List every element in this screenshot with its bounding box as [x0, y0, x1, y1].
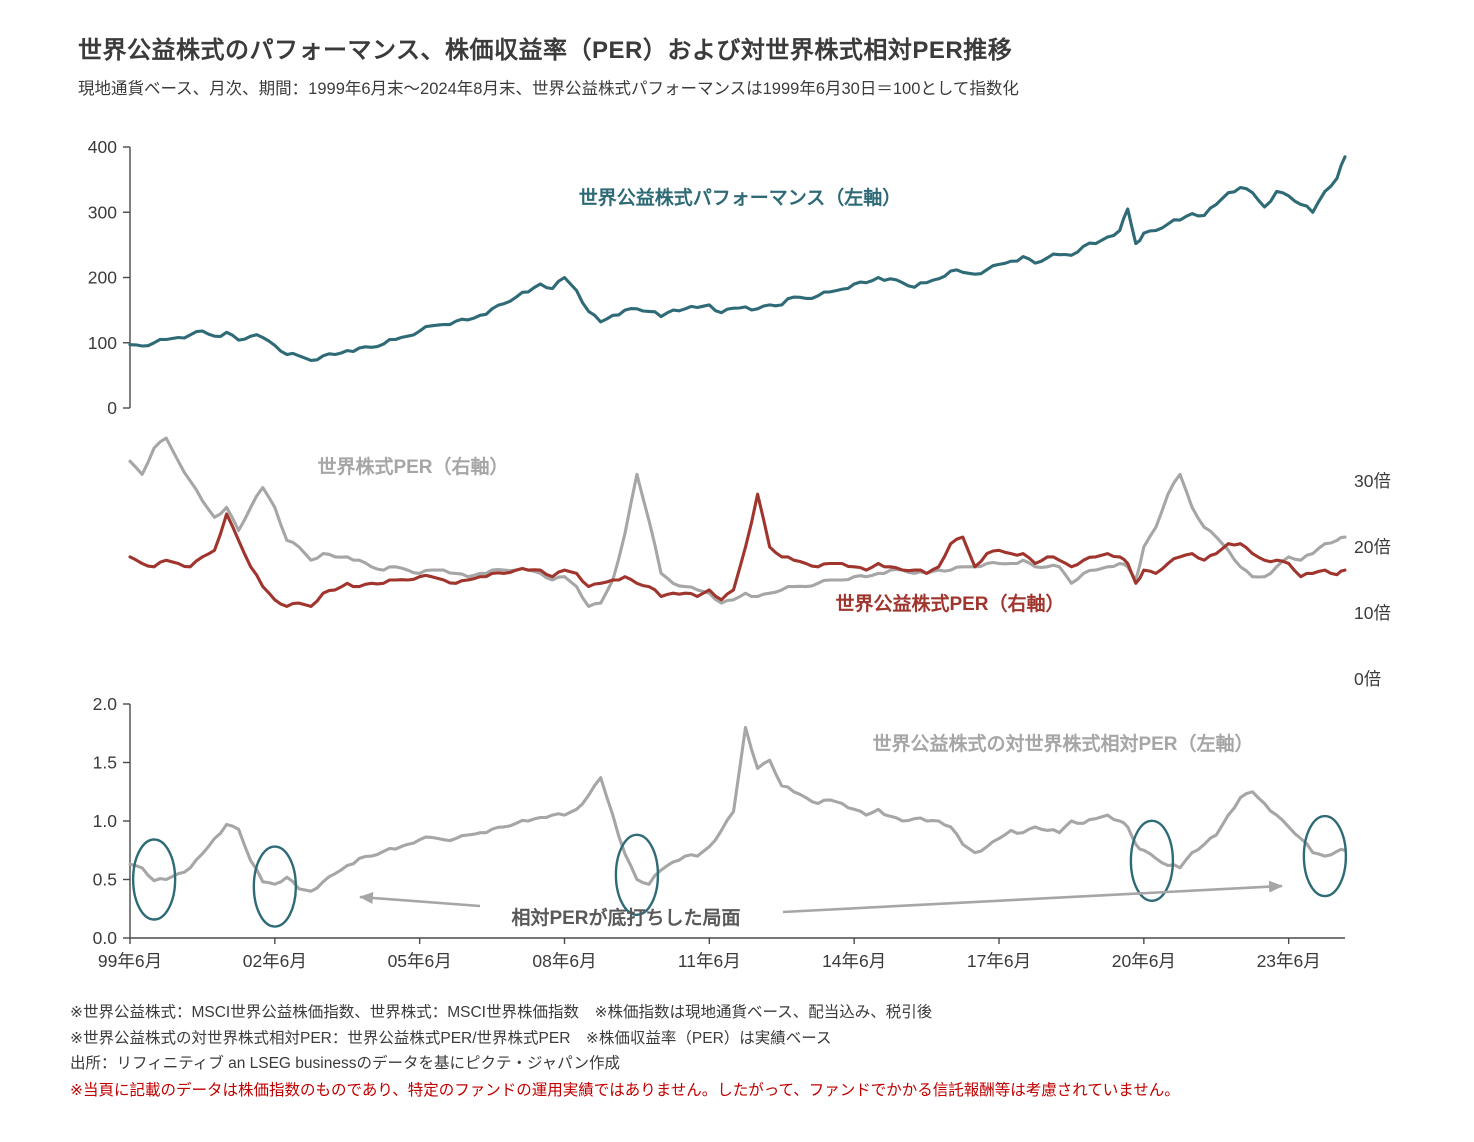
world-per-series-label: 世界株式PER（右軸） — [317, 457, 509, 478]
y-tick-label: 100 — [88, 333, 117, 353]
x-tick-label: 05年6月 — [388, 951, 452, 971]
x-tick-label: 14年6月 — [822, 951, 886, 971]
footnote-disclaimer: ※当頁に記載のデータは株価指数のものであり、特定のファンドの運用実績ではありませ… — [70, 1081, 1180, 1099]
panel-per: 0倍 10倍 20倍 30倍 — [128, 436, 1391, 689]
footnote-line-1: ※世界公益株式：MSCI世界公益株価指数、世界株式：MSCI世界株価指数 ※株価… — [70, 1004, 933, 1021]
trough-circle — [614, 833, 660, 917]
panel-relative_per: 0.0 0.5 1.0 1.5 2.0 99年6月 02年6月 05年6月 08年6月 11年6月… — [93, 694, 1347, 971]
footnote-line-2: ※世界公益株式の対世界株式相対PER：世界公益株式PER/世界株式PER ※株価… — [70, 1029, 832, 1047]
relative-per-series-label: 世界公益株式の対世界株式相対PER（左軸） — [872, 734, 1254, 755]
x-tick-label: 17年6月 — [967, 951, 1031, 971]
trough-annotation-label: 相対PERが底打ちした局面 — [511, 908, 741, 929]
trough-circle — [131, 838, 177, 921]
series-line-世界公益株式の対世界株式相対PER — [128, 725, 1347, 893]
x-tick-label: 20年6月 — [1112, 951, 1176, 971]
y-tick-label: 1.5 — [93, 753, 117, 773]
y-tick-label: 30倍 — [1354, 471, 1391, 491]
x-tick-label: 08年6月 — [532, 951, 596, 971]
footnote-source: 出所：リフィニティブ an LSEG businessのデータを基にピクテ・ジャ… — [70, 1055, 620, 1072]
y-tick-label: 20倍 — [1354, 537, 1391, 557]
y-tick-label: 200 — [88, 268, 117, 288]
y-tick-label: 400 — [88, 137, 117, 157]
chart-subtitle: 現地通貨ベース、月次、期間：1999年6月末～2024年8月末、世界公益株式パフ… — [78, 80, 1019, 98]
footnotes: ※世界公益株式：MSCI世界公益株価指数、世界株式：MSCI世界株価指数 ※株価… — [70, 1000, 1420, 1103]
y-tick-label: 0 — [107, 398, 117, 418]
chart-header: 世界公益株式のパフォーマンス、株価収益率（PER）および対世界株式相対PER推移… — [78, 30, 1458, 99]
y-tick-label: 2.0 — [93, 694, 118, 714]
x-tick-label: 99年6月 — [98, 951, 162, 971]
x-tick-label: 23年6月 — [1257, 951, 1321, 971]
y-tick-label: 300 — [88, 202, 117, 222]
x-tick-label: 02年6月 — [243, 951, 307, 971]
x-tick-label: 11年6月 — [678, 951, 741, 971]
utility-per-series-label: 世界公益株式PER（右軸） — [835, 594, 1065, 615]
chart-title: 世界公益株式のパフォーマンス、株価収益率（PER）および対世界株式相対PER推移 — [78, 37, 1013, 64]
performance-series-label: 世界公益株式パフォーマンス（左軸） — [578, 188, 902, 209]
y-tick-label: 0.5 — [93, 870, 117, 890]
annotation-arrow-right — [782, 880, 1283, 914]
trough-circle — [1129, 819, 1175, 902]
y-tick-label: 10倍 — [1354, 603, 1391, 623]
trough-circle — [252, 845, 298, 928]
series-line-世界公益株式PER — [128, 492, 1347, 608]
panel-performance: 0 100 200 300 400 — [88, 137, 1347, 418]
series-line-世界株式PER — [128, 436, 1347, 608]
y-tick-label: 0倍 — [1354, 669, 1381, 689]
annotation-arrow-left — [359, 891, 481, 908]
y-tick-label: 1.0 — [93, 811, 118, 831]
y-tick-label: 0.0 — [93, 928, 118, 948]
trough-circle — [1302, 814, 1348, 898]
series-line-世界公益株式パフォーマンス — [128, 155, 1347, 362]
